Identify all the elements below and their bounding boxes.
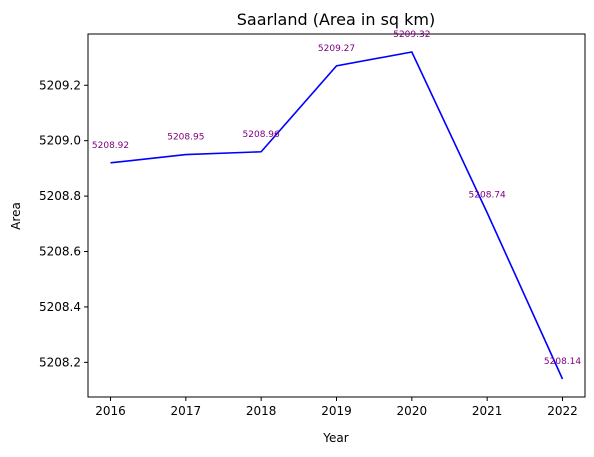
y-tick-label: 5208.6 <box>39 245 81 259</box>
plot-area <box>87 33 586 398</box>
data-label: 5208.14 <box>544 357 581 367</box>
data-label: 5208.96 <box>243 130 280 140</box>
data-label: 5208.95 <box>167 133 204 143</box>
data-labels: 5208.92 5208.95 5208.96 5209.27 5209.32 5208.… <box>92 30 581 367</box>
y-axis-label: Area <box>9 202 23 230</box>
x-tick-label: 2022 <box>547 404 578 418</box>
x-axis-label: Year <box>322 431 348 445</box>
data-label: 5208.92 <box>92 141 129 151</box>
y-tick-label: 5208.2 <box>39 355 81 369</box>
y-tick-label: 5208.4 <box>39 300 81 314</box>
y-tick-label: 5209.2 <box>39 78 81 92</box>
x-tick-label: 2020 <box>397 404 428 418</box>
x-tick-label: 2017 <box>171 404 202 418</box>
y-tick-label: 5208.8 <box>39 189 81 203</box>
y-axis: 5208.2 5208.4 5208.6 5208.8 5209.0 5209.2 <box>39 78 88 369</box>
data-label: 5208.74 <box>469 191 506 201</box>
x-axis: 2016 2017 2018 2019 2020 2021 2022 <box>95 397 578 418</box>
x-tick-label: 2021 <box>472 404 503 418</box>
data-label: 5209.27 <box>318 44 355 54</box>
x-tick-label: 2019 <box>321 404 352 418</box>
data-label: 5209.32 <box>393 30 430 40</box>
x-tick-label: 2018 <box>246 404 277 418</box>
chart-title: Saarland (Area in sq km) <box>237 10 435 29</box>
y-tick-label: 5209.0 <box>39 134 81 148</box>
series-line <box>110 51 564 380</box>
x-tick-label: 2016 <box>95 404 126 418</box>
